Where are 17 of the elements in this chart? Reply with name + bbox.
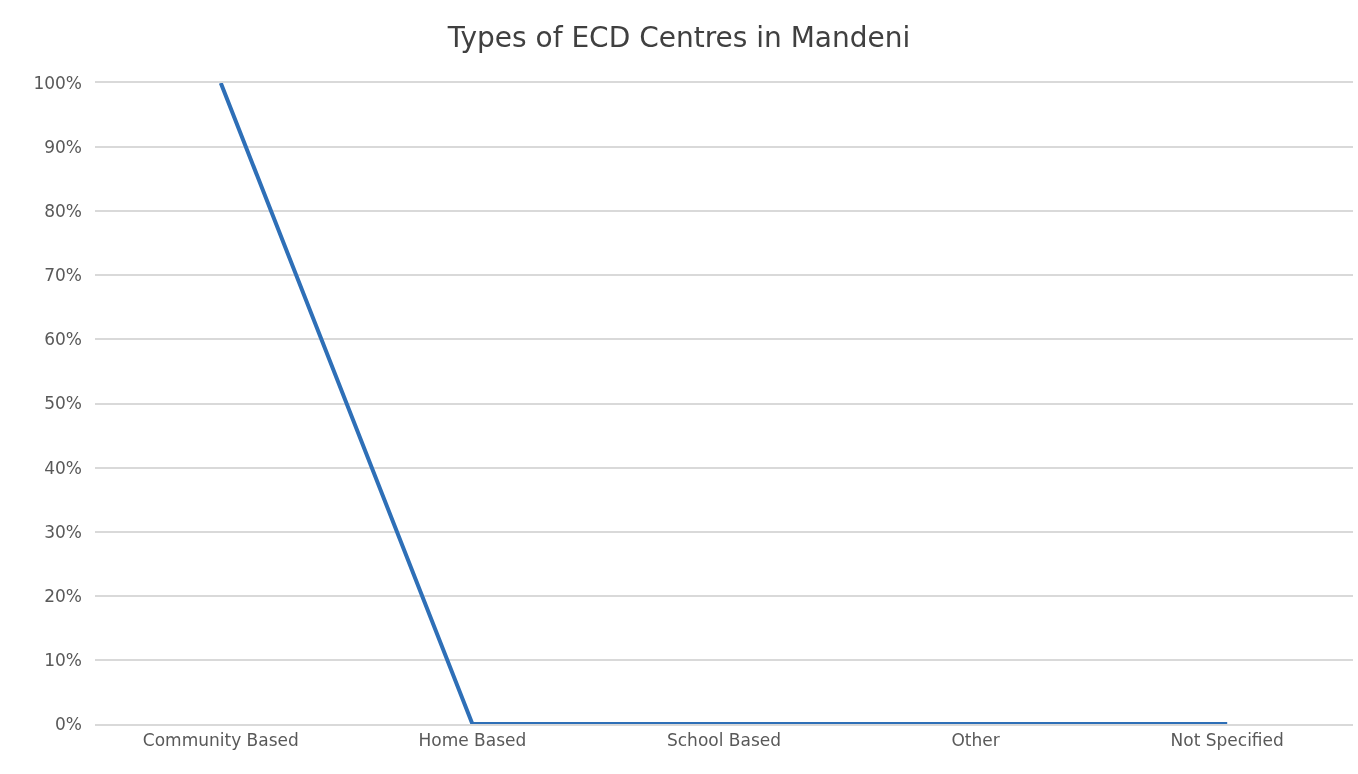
x-tick-label: Home Based	[418, 730, 527, 751]
y-tick-label: 70%	[44, 265, 82, 286]
y-tick-label: 40%	[44, 457, 82, 478]
y-tick-label: 0%	[55, 713, 82, 734]
y-tick-label: 30%	[44, 521, 82, 542]
y-tick-label: 20%	[44, 585, 82, 606]
y-tick-label: 100%	[33, 72, 82, 93]
x-tick-label: Community Based	[142, 730, 299, 751]
chart-title: Types of ECD Centres in Mandeni	[446, 20, 911, 54]
x-tick-label: School Based	[666, 730, 782, 751]
x-tick-label: Other	[951, 730, 1000, 751]
y-tick-label: 50%	[44, 393, 82, 414]
x-tick-label: Not Specified	[1170, 730, 1284, 751]
y-tick-label: 60%	[44, 329, 82, 350]
y-tick-label: 80%	[44, 201, 82, 222]
y-tick-label: 10%	[44, 649, 82, 670]
y-tick-label: 90%	[44, 137, 82, 158]
